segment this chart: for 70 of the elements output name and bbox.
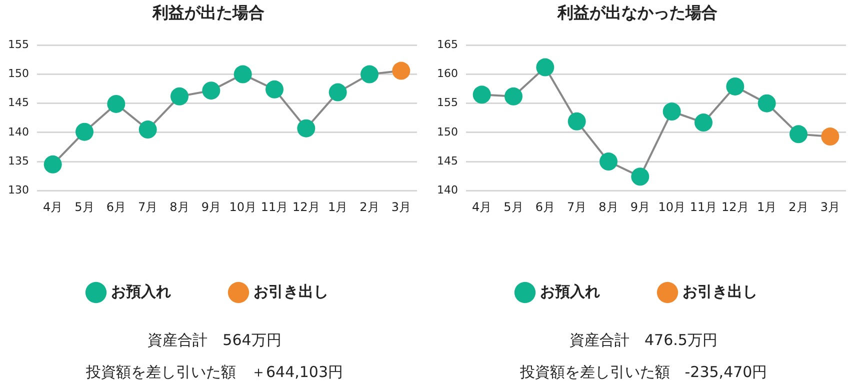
x-tick-label: 4月 bbox=[43, 200, 63, 214]
legend-label: お預入れ bbox=[540, 282, 600, 300]
point bbox=[504, 87, 522, 106]
point bbox=[758, 94, 776, 112]
x-tick-label: 12月 bbox=[292, 200, 320, 214]
y-tick-label: 150 bbox=[436, 125, 458, 138]
x-tick-label: 9月 bbox=[630, 200, 650, 214]
point bbox=[536, 58, 554, 76]
x-tick-label: 1月 bbox=[328, 200, 348, 214]
text: 投資額を差し引いた額 ＋644,103円 bbox=[84, 362, 344, 383]
legend-label: お引き出し bbox=[682, 282, 758, 300]
point bbox=[202, 82, 220, 100]
point bbox=[694, 114, 712, 132]
x-tick-label: 12月 bbox=[722, 200, 749, 214]
y-tick-label: 130 bbox=[8, 183, 29, 196]
y-tick-label: 150 bbox=[8, 67, 29, 80]
point bbox=[44, 155, 62, 174]
x-tick-label: 11月 bbox=[260, 200, 288, 214]
chart-title: 利益が出た場合 bbox=[152, 2, 264, 22]
x-tick-label: 5月 bbox=[74, 200, 94, 214]
x-tick-label: 4月 bbox=[472, 200, 492, 214]
x-tick-label: 3月 bbox=[391, 200, 411, 214]
y-tick-label: 140 bbox=[8, 125, 29, 138]
x-tick-label: 8月 bbox=[598, 200, 618, 214]
y-tick-label: 155 bbox=[436, 96, 458, 110]
point bbox=[328, 83, 347, 102]
point bbox=[599, 152, 618, 171]
point bbox=[726, 77, 744, 96]
x-tick-label: 1月 bbox=[757, 200, 777, 214]
y-tick-label: 145 bbox=[8, 96, 29, 110]
x-tick-label: 7月 bbox=[138, 200, 158, 214]
point bbox=[360, 65, 378, 84]
x-tick-label: 6月 bbox=[535, 200, 555, 214]
y-tick-label: 145 bbox=[436, 154, 458, 168]
point bbox=[107, 94, 126, 113]
x-tick-label: 7月 bbox=[567, 200, 587, 214]
y-tick-label: 160 bbox=[436, 67, 458, 80]
x-tick-label: 2月 bbox=[360, 200, 380, 214]
point bbox=[472, 86, 491, 104]
y-tick-label: 140 bbox=[436, 183, 458, 196]
x-tick-label: 9月 bbox=[201, 200, 221, 214]
point bbox=[138, 120, 157, 139]
x-tick-label: 8月 bbox=[170, 200, 190, 214]
point bbox=[392, 62, 410, 80]
x-tick-label: 10月 bbox=[658, 200, 686, 214]
point bbox=[790, 125, 808, 144]
y-tick-label: 155 bbox=[8, 38, 29, 52]
x-tick-label: 11月 bbox=[690, 200, 718, 214]
x-tick-label: 5月 bbox=[504, 200, 524, 214]
point bbox=[266, 80, 284, 98]
point bbox=[821, 128, 840, 146]
point bbox=[75, 122, 94, 141]
x-tick-label: 3月 bbox=[820, 200, 840, 214]
point bbox=[662, 102, 681, 121]
x-tick-label: 10月 bbox=[229, 200, 256, 214]
point bbox=[234, 65, 252, 84]
point bbox=[631, 168, 650, 186]
text: 資産合計 476.5万円 bbox=[568, 330, 718, 351]
legend-label: お引き出し bbox=[254, 282, 328, 300]
chart-title: 利益が出なかった場合 bbox=[556, 2, 718, 22]
point bbox=[170, 87, 188, 106]
y-tick-label: 135 bbox=[8, 154, 29, 168]
legend-label: お預入れ bbox=[111, 282, 171, 300]
point bbox=[568, 112, 586, 130]
point bbox=[297, 119, 316, 138]
x-tick-label: 6月 bbox=[106, 200, 126, 214]
y-tick-label: 165 bbox=[436, 38, 458, 52]
x-tick-label: 2月 bbox=[788, 200, 808, 214]
text: 資産合計 564万円 bbox=[146, 330, 282, 351]
text: 投資額を差し引いた額 -235,470円 bbox=[518, 362, 768, 383]
